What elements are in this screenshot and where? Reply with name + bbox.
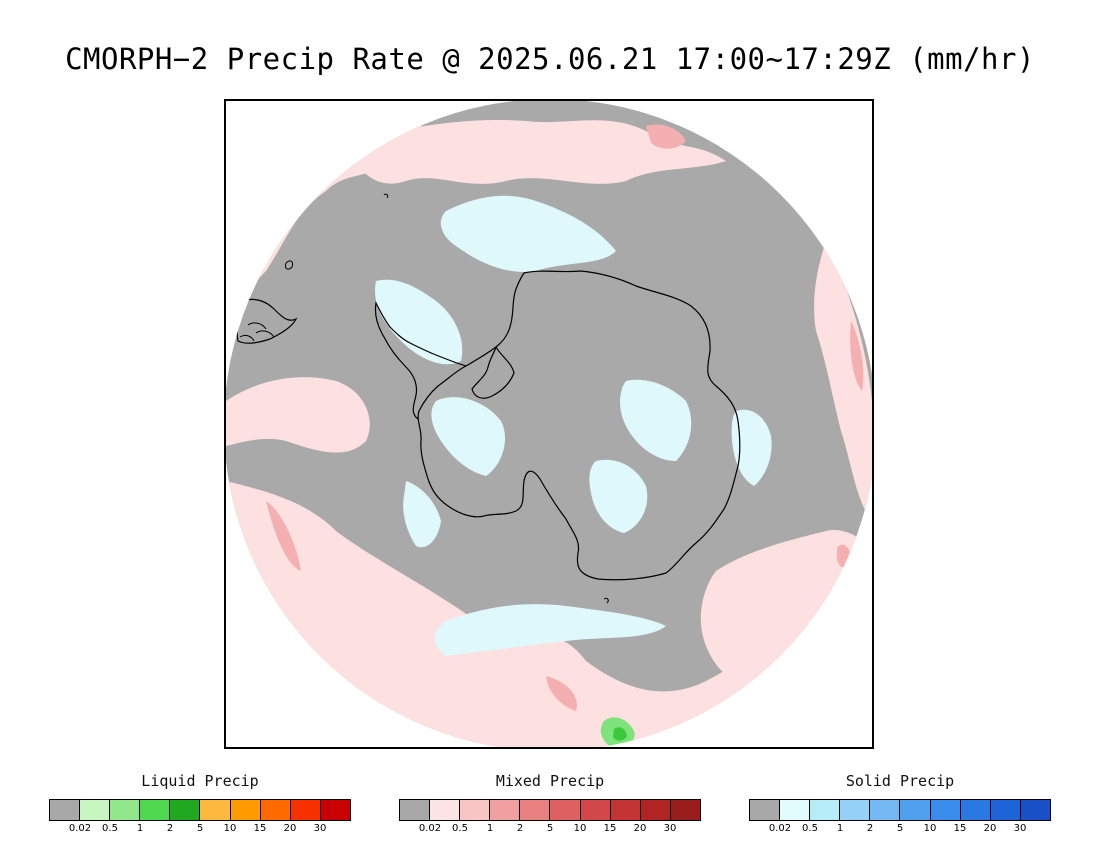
legend-liquid-tick-3: 2 [166,823,174,834]
legend-solid-tick-6: 15 [953,823,967,834]
precip-map [226,101,872,747]
legend-mixed-tick-6: 15 [603,823,617,834]
legend-liquid-swatch-6 [230,800,261,820]
legend-mixed-swatch-5 [550,800,581,820]
legend-liquid-tick-1: 0.5 [102,823,118,834]
legend-solid-precip: Solid Precip 0.02 0.5 1 2 5 10 15 20 30 [749,772,1051,837]
legend-mixed-swatch-4 [520,800,551,820]
solid-precip-area-north [440,195,616,272]
legend-liquid-swatch-4 [170,800,201,820]
antarctic-peninsula-coastline [374,301,467,420]
polar-map-frame [224,99,874,749]
antarctica-coastline [417,270,741,581]
legend-liquid-title: Liquid Precip [141,772,259,790]
mixed-precip-patch-bottom [546,676,577,711]
legend-liquid-swatch-7 [260,800,291,820]
legend-solid-swatch-1 [780,800,811,820]
legend-mixed-swatch-8 [640,800,671,820]
mixed-precip-area-left-mid [226,377,370,453]
legend-mixed-swatch-1 [430,800,461,820]
legend-liquid-tick-7: 20 [283,823,297,834]
legend-solid-title: Solid Precip [845,772,955,790]
solid-precip-area-interior-west [431,397,506,476]
solid-precip-area-interior-center [589,459,648,533]
legend-mixed-tick-7: 20 [633,823,647,834]
legend-mixed-colorbar [399,799,701,821]
legend-solid-tick-0: 0.02 [768,823,792,834]
legend-solid-swatch-7 [960,800,991,820]
legend-liquid-ticks: 0.02 0.5 1 2 5 10 15 20 30 [49,823,351,837]
solid-precip-area-southwest [403,481,441,548]
legend-liquid-tick-6: 15 [253,823,267,834]
legend-solid-tick-5: 10 [923,823,937,834]
chart-title: CMORPH−2 Precip Rate @ 2025.06.21 17:00~… [65,42,1035,76]
solid-precip-area-east-coast [731,409,772,486]
legend-solid-tick-1: 0.5 [802,823,818,834]
legend-liquid-swatch-2 [110,800,141,820]
legend-mixed-tick-8: 30 [663,823,677,834]
legend-liquid-precip: Liquid Precip 0.02 0.5 1 2 5 10 15 20 30 [49,772,351,837]
legend-liquid-tick-8: 30 [313,823,327,834]
legend-liquid-tick-2: 1 [136,823,144,834]
legend-mixed-tick-1: 0.5 [452,823,468,834]
legend-liquid-swatch-8 [290,800,321,820]
weddell-sea-coastline [471,346,515,399]
legend-mixed-title: Mixed Precip [495,772,605,790]
legend-solid-tick-7: 20 [983,823,997,834]
legend-liquid-tick-0: 0.02 [68,823,92,834]
legend-solid-swatch-8 [990,800,1021,820]
legend-liquid-colorbar [49,799,351,821]
south-america-coastline [236,298,298,344]
legend-liquid-tick-5: 10 [223,823,237,834]
legend-mixed-ticks: 0.02 0.5 1 2 5 10 15 20 30 [399,823,701,837]
legend-solid-tick-2: 1 [836,823,844,834]
legend-mixed-tick-0: 0.02 [418,823,442,834]
legend-mixed-swatch-2 [460,800,491,820]
mixed-precip-patch-top-right [646,124,686,149]
legend-mixed-swatch-0 [400,800,431,820]
sub-antarctic-islands [285,193,609,604]
legend-mixed-precip: Mixed Precip 0.02 0.5 1 2 5 10 15 20 30 [399,772,701,837]
legend-solid-tick-4: 5 [896,823,904,834]
legend-mixed-tick-3: 2 [516,823,524,834]
legend-solid-ticks: 0.02 0.5 1 2 5 10 15 20 30 [749,823,1051,837]
mixed-precip-area-top [346,120,726,184]
legend-liquid-tick-4: 5 [196,823,204,834]
south-america-islands [239,322,275,342]
legend-liquid-swatch-3 [140,800,171,820]
legend-solid-swatch-9 [1020,800,1050,820]
legend-liquid-swatch-5 [200,800,231,820]
legend-solid-colorbar [749,799,1051,821]
legend-solid-swatch-4 [870,800,901,820]
legend-liquid-swatch-0 [50,800,81,820]
mixed-precip-area-right-rim [814,241,872,521]
legend-solid-swatch-5 [900,800,931,820]
solid-precip-area-peninsula [375,279,463,365]
legend-liquid-swatch-1 [80,800,111,820]
legend-liquid-swatch-9 [320,800,350,820]
solid-precip-area-interior-east [620,379,692,461]
legend-mixed-swatch-6 [580,800,611,820]
legend-mixed-swatch-7 [610,800,641,820]
liquid-precip-core-bottom [613,727,627,741]
legend-mixed-tick-5: 10 [573,823,587,834]
solid-precip-area-south [434,604,666,656]
legend-solid-swatch-2 [810,800,841,820]
legend-mixed-swatch-9 [670,800,700,820]
legend-mixed-swatch-3 [490,800,521,820]
legend-solid-tick-3: 2 [866,823,874,834]
legend-solid-tick-8: 30 [1013,823,1027,834]
legend-mixed-tick-2: 1 [486,823,494,834]
legend-solid-swatch-3 [840,800,871,820]
mixed-precip-patch-left [266,501,301,571]
mixed-precip-patch-right [850,321,864,391]
legend-solid-swatch-0 [750,800,781,820]
legend-solid-swatch-6 [930,800,961,820]
legend-mixed-tick-4: 5 [546,823,554,834]
